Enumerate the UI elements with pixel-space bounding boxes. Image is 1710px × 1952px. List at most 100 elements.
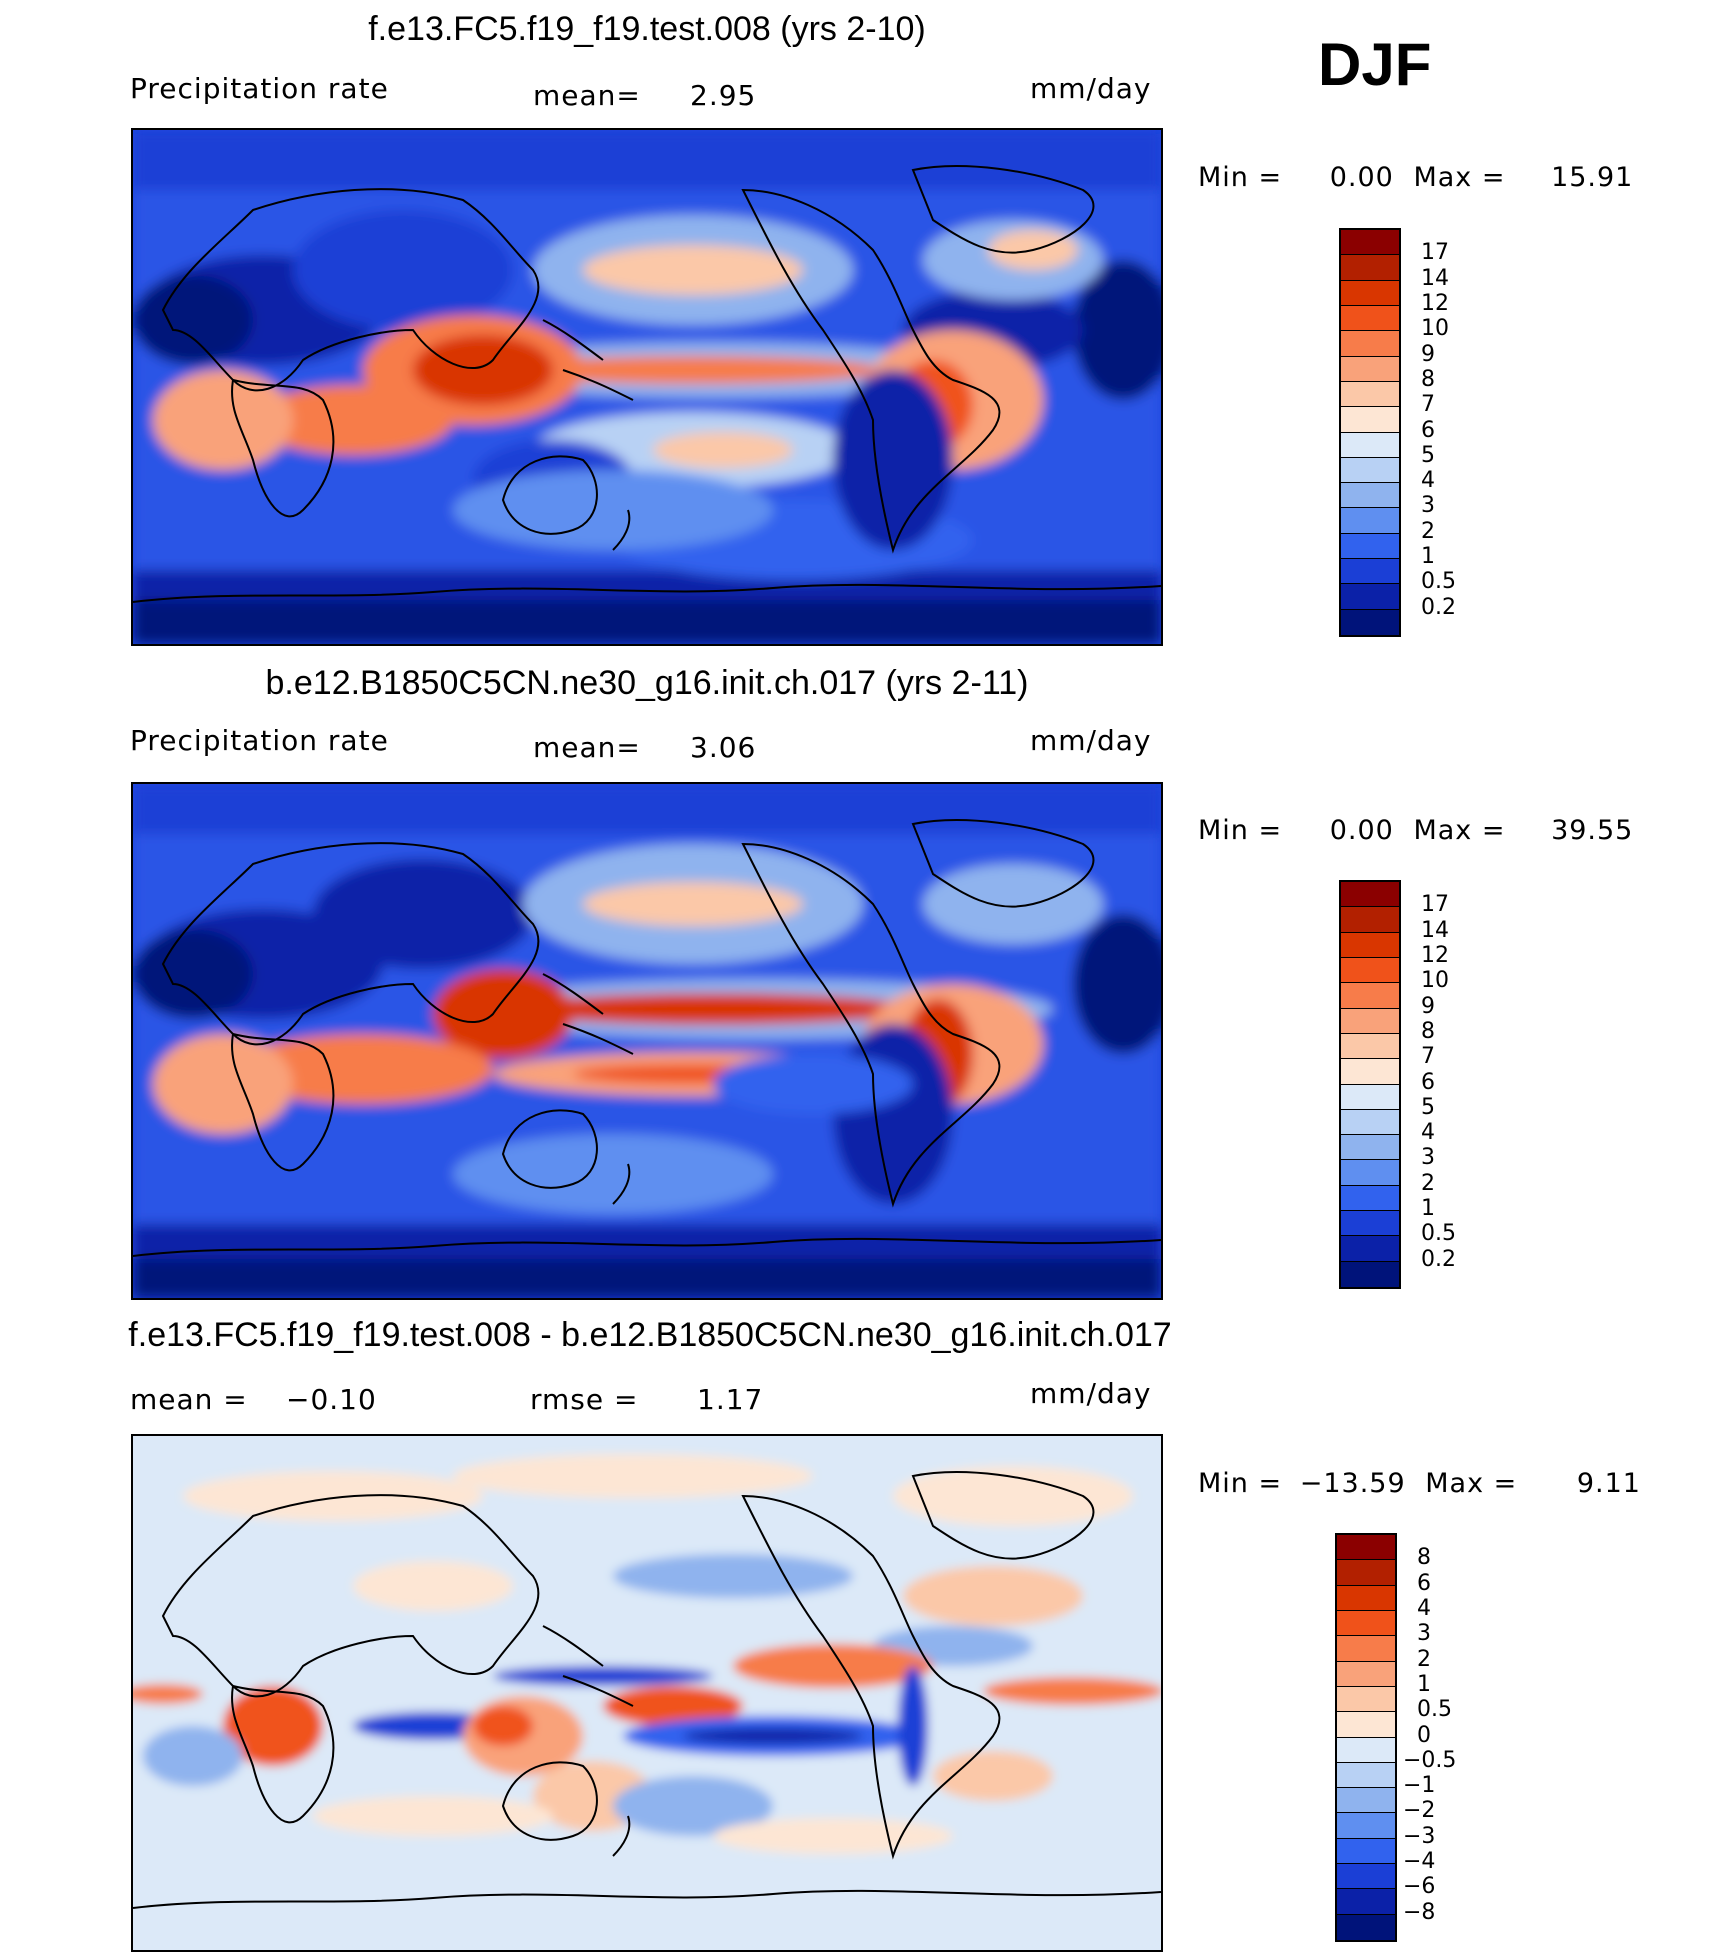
colorbar-swatch <box>1341 609 1399 635</box>
colorbar-tick-label: 1 <box>1417 1671 1431 1697</box>
colorbar-swatch <box>1341 407 1399 433</box>
panel-2-max-value: 39.55 <box>1551 815 1634 846</box>
panel-2-min-label: Min = <box>1198 815 1283 846</box>
colorbar-swatch <box>1341 356 1399 382</box>
panel-1-mean-value: 2.95 <box>690 79 757 112</box>
panel-3-mean-value: −0.10 <box>286 1383 377 1416</box>
colorbar-swatch <box>1341 1211 1399 1237</box>
colorbar-tick-label: 10 <box>1421 968 1449 994</box>
colorbar-tick-label: 3 <box>1421 493 1435 519</box>
colorbar-tick-label: 3 <box>1417 1621 1431 1647</box>
colorbar-swatch <box>1341 584 1399 610</box>
panel-3-rmse-value: 1.17 <box>697 1383 764 1416</box>
colorbar-swatch <box>1341 1033 1399 1060</box>
colorbar-swatch <box>1341 1109 1399 1136</box>
colorbar-tick-label: 12 <box>1421 290 1449 316</box>
colorbar-swatch <box>1341 331 1399 357</box>
colorbar-swatch <box>1341 280 1399 306</box>
colorbar-swatch <box>1337 1610 1395 1637</box>
colorbar-swatch <box>1341 1185 1399 1212</box>
panel-1-min-label: Min = <box>1198 162 1283 193</box>
panel-1-units: mm/day <box>1030 72 1152 105</box>
colorbar-tick-label: 2 <box>1421 1170 1435 1196</box>
panel-3-min-value: −13.59 <box>1299 1468 1406 1499</box>
colorbar-tick-label: 1 <box>1421 1196 1435 1222</box>
colorbar-tick-label: −4 <box>1403 1849 1436 1875</box>
colorbar-swatch <box>1341 882 1399 908</box>
colorbar-swatch <box>1337 1889 1395 1915</box>
colorbar-tick-label: 17 <box>1421 240 1449 266</box>
colorbar-tick-label: 8 <box>1417 1545 1431 1571</box>
colorbar-swatch <box>1337 1712 1395 1738</box>
colorbar-swatch <box>1341 907 1399 933</box>
colorbar-tick-label: 2 <box>1421 518 1435 544</box>
colorbar-tick-label: −3 <box>1403 1823 1436 1849</box>
colorbar-swatch <box>1341 983 1399 1009</box>
colorbar-swatch <box>1337 1661 1395 1687</box>
colorbar-swatch <box>1341 1236 1399 1262</box>
colorbar-tick-label: 6 <box>1417 1570 1431 1596</box>
panel-1-max-value: 15.91 <box>1551 162 1634 193</box>
colorbar-swatch <box>1341 305 1399 332</box>
colorbar-tick-label: 1 <box>1421 544 1435 570</box>
panel-3-colorbar <box>1335 1533 1397 1942</box>
colorbar-tick-label: 2 <box>1417 1646 1431 1672</box>
colorbar-swatch <box>1341 483 1399 509</box>
panel-2-colorbar <box>1339 880 1401 1289</box>
panel-1-max-label: Max = <box>1413 162 1506 193</box>
colorbar-tick-label: 17 <box>1421 892 1449 918</box>
colorbar-swatch <box>1341 957 1399 984</box>
panel-1-min-max: Min = 0.00 Max = 15.91 <box>1198 162 1633 193</box>
colorbar-swatch <box>1337 1762 1395 1789</box>
colorbar-swatch <box>1341 432 1399 458</box>
panel-3-min-max: Min = −13.59 Max = 9.11 <box>1198 1468 1641 1499</box>
colorbar-tick-label: −2 <box>1403 1798 1436 1824</box>
colorbar-swatch <box>1341 255 1399 281</box>
colorbar-tick-label: 5 <box>1421 1094 1435 1120</box>
colorbar-tick-label: 4 <box>1421 1120 1435 1146</box>
panel-1-colorbar <box>1339 228 1401 637</box>
colorbar-swatch <box>1337 1737 1395 1763</box>
panel-1-mean-label: mean= <box>533 79 641 112</box>
colorbar-tick-label: 8 <box>1421 366 1435 392</box>
colorbar-swatch <box>1337 1788 1395 1814</box>
panel-2-precip-map <box>131 782 1163 1300</box>
colorbar-tick-label: −8 <box>1403 1899 1436 1925</box>
panel-1-min-value: 0.00 <box>1329 162 1394 193</box>
colorbar-swatch <box>1337 1535 1395 1561</box>
colorbar-swatch <box>1341 1261 1399 1287</box>
colorbar-swatch <box>1341 1084 1399 1110</box>
colorbar-swatch <box>1337 1585 1395 1611</box>
colorbar-tick-label: 4 <box>1421 468 1435 494</box>
colorbar-tick-label: 9 <box>1421 993 1435 1019</box>
colorbar-tick-label: 5 <box>1421 442 1435 468</box>
colorbar-tick-label: 6 <box>1421 1069 1435 1095</box>
panel-2-field-label: Precipitation rate <box>130 724 389 757</box>
colorbar-swatch <box>1337 1813 1395 1839</box>
colorbar-tick-label: 10 <box>1421 316 1449 342</box>
colorbar-swatch <box>1341 1160 1399 1186</box>
colorbar-tick-label: 0.5 <box>1421 1221 1456 1247</box>
colorbar-swatch <box>1341 559 1399 585</box>
colorbar-swatch <box>1341 508 1399 534</box>
panel-2-min-value: 0.00 <box>1329 815 1394 846</box>
colorbar-tick-label: 7 <box>1421 392 1435 418</box>
panel-3-title: f.e13.FC5.f19_f19.test.008 - b.e12.B1850… <box>128 1316 1172 1354</box>
colorbar-tick-label: 0.5 <box>1421 569 1456 595</box>
colorbar-swatch <box>1341 1135 1399 1161</box>
season-label: DJF <box>1318 31 1432 98</box>
colorbar-tick-label: 0 <box>1417 1722 1431 1748</box>
colorbar-tick-label: 14 <box>1421 917 1449 943</box>
panel-2-mean-label: mean= <box>533 731 641 764</box>
panel-2-units: mm/day <box>1030 724 1152 757</box>
colorbar-swatch <box>1341 1008 1399 1034</box>
panel-3-min-label: Min = <box>1198 1468 1283 1499</box>
colorbar-tick-label: 12 <box>1421 942 1449 968</box>
panel-3-max-value: 9.11 <box>1576 1468 1641 1499</box>
colorbar-tick-label: 0.5 <box>1417 1697 1452 1723</box>
colorbar-swatch <box>1337 1838 1395 1865</box>
panel-3-units: mm/day <box>1030 1377 1152 1410</box>
colorbar-tick-label: 4 <box>1417 1595 1431 1621</box>
panel-2-min-max: Min = 0.00 Max = 39.55 <box>1198 815 1633 846</box>
panel-3-difference-map <box>131 1434 1163 1952</box>
